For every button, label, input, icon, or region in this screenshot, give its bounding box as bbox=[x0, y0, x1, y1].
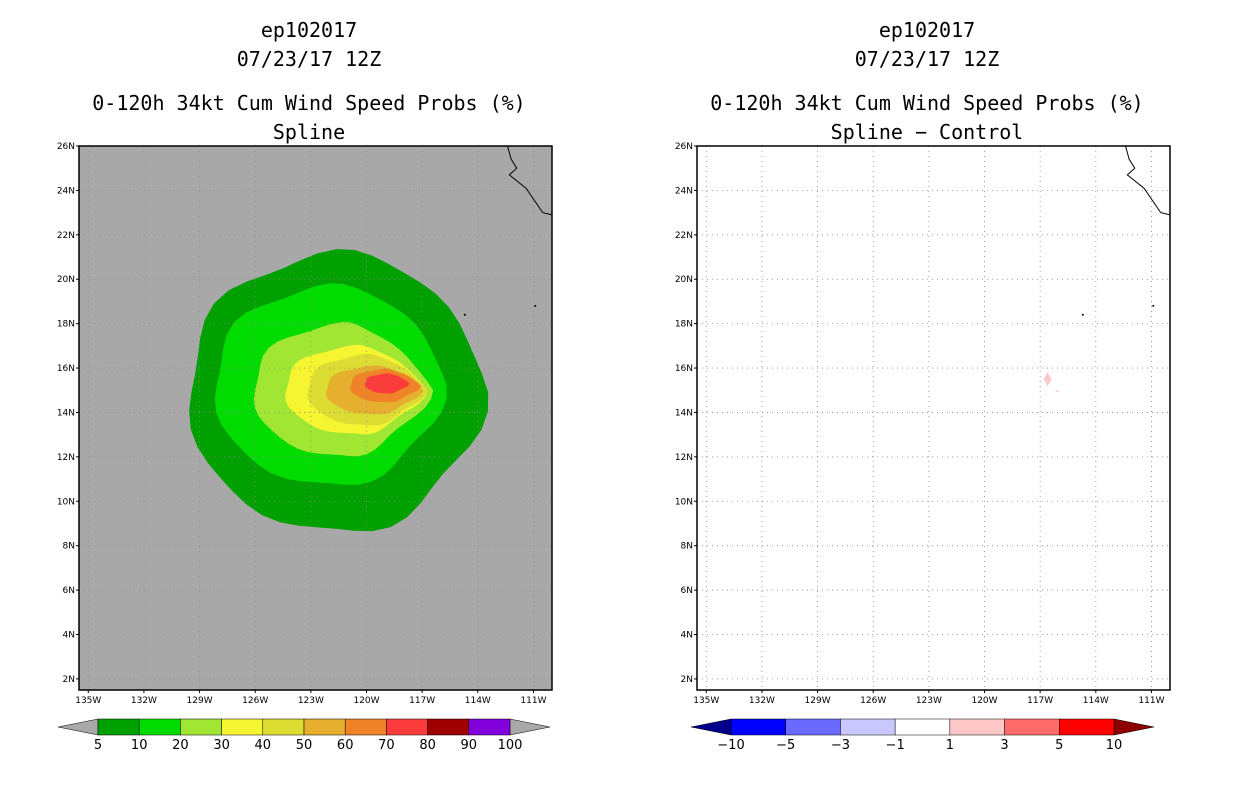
lat-label: 8N bbox=[63, 542, 75, 552]
lat-label: 10N bbox=[57, 497, 75, 507]
colorbar-swatch bbox=[97, 718, 140, 736]
colorbar-swatch bbox=[344, 718, 387, 736]
colorbar-label: 80 bbox=[419, 738, 436, 753]
colorbar-swatch bbox=[468, 718, 511, 736]
colorbar-swatch bbox=[138, 718, 181, 736]
lat-label: 24N bbox=[57, 186, 75, 196]
colorbar-label: 60 bbox=[337, 738, 354, 753]
colorbar-probability: 5 10 20 30 40 50 60 70 80 90 100 bbox=[57, 718, 551, 753]
lat-label: 16N bbox=[57, 364, 75, 374]
right-product-title: 0-120h 34kt Cum Wind Speed Probs (%) bbox=[710, 91, 1144, 115]
left-storm-id: ep102017 bbox=[260, 18, 358, 42]
right-datetime: 07/23/17 12Z bbox=[854, 47, 1000, 71]
colorbar-label: 70 bbox=[378, 738, 395, 753]
colorbar-swatch bbox=[180, 718, 222, 736]
colorbar-label: 40 bbox=[255, 738, 272, 753]
left-datetime: 07/23/17 12Z bbox=[236, 47, 382, 71]
left-product-title: 0-120h 34kt Cum Wind Speed Probs (%) bbox=[92, 91, 526, 115]
lat-label: 20N bbox=[57, 275, 75, 285]
lat-label: 6N bbox=[63, 586, 75, 596]
map-frame bbox=[78, 145, 553, 691]
island-clarion bbox=[463, 313, 466, 316]
map-panel-spline: 26N 24N 22N 20N 18N 16N 14N 12N 10N 8N 6N 4N 2N 135W 1… bbox=[57, 142, 553, 706]
colorbar-label: 30 bbox=[213, 738, 230, 753]
contour-70pct bbox=[364, 373, 410, 394]
right-storm-id: ep102017 bbox=[878, 18, 976, 42]
colorbar-swatch bbox=[221, 718, 264, 736]
lat-label: 22N bbox=[57, 231, 75, 241]
colorbar-label: 100 bbox=[498, 738, 523, 753]
left-subtitle: Spline bbox=[272, 120, 346, 144]
colorbar-label: 10 bbox=[131, 738, 148, 753]
lon-label: 111W bbox=[520, 696, 546, 706]
lon-label: 126W bbox=[242, 696, 268, 706]
colorbar-swatch bbox=[303, 718, 346, 736]
lon-label: 129W bbox=[187, 696, 213, 706]
colorbar-low-arrow bbox=[57, 718, 99, 736]
colorbar-high-arrow bbox=[509, 718, 551, 736]
colorbar-swatch bbox=[386, 718, 428, 736]
lat-label: 18N bbox=[57, 320, 75, 330]
lon-label: 114W bbox=[465, 696, 491, 706]
coastline-baja bbox=[507, 145, 553, 216]
lat-label: 26N bbox=[57, 142, 75, 152]
lon-label: 120W bbox=[353, 696, 379, 706]
lat-label: 14N bbox=[57, 408, 75, 418]
colorbar-label: 5 bbox=[94, 738, 102, 753]
colorbar-swatch bbox=[262, 718, 305, 736]
lon-label: 132W bbox=[131, 696, 157, 706]
colorbar-swatch bbox=[427, 718, 470, 736]
island-socorro bbox=[534, 304, 537, 307]
lon-label: 135W bbox=[75, 696, 101, 706]
lon-label: 117W bbox=[409, 696, 435, 706]
colorbar-label: 20 bbox=[172, 738, 189, 753]
lon-label: 123W bbox=[298, 696, 324, 706]
right-subtitle: Spline − Control bbox=[830, 120, 1024, 144]
colorbar-label: 90 bbox=[461, 738, 478, 753]
colorbar-label: 50 bbox=[296, 738, 313, 753]
lat-label: 4N bbox=[63, 630, 75, 640]
lat-label: 12N bbox=[57, 453, 75, 463]
lat-label: 2N bbox=[63, 675, 75, 685]
